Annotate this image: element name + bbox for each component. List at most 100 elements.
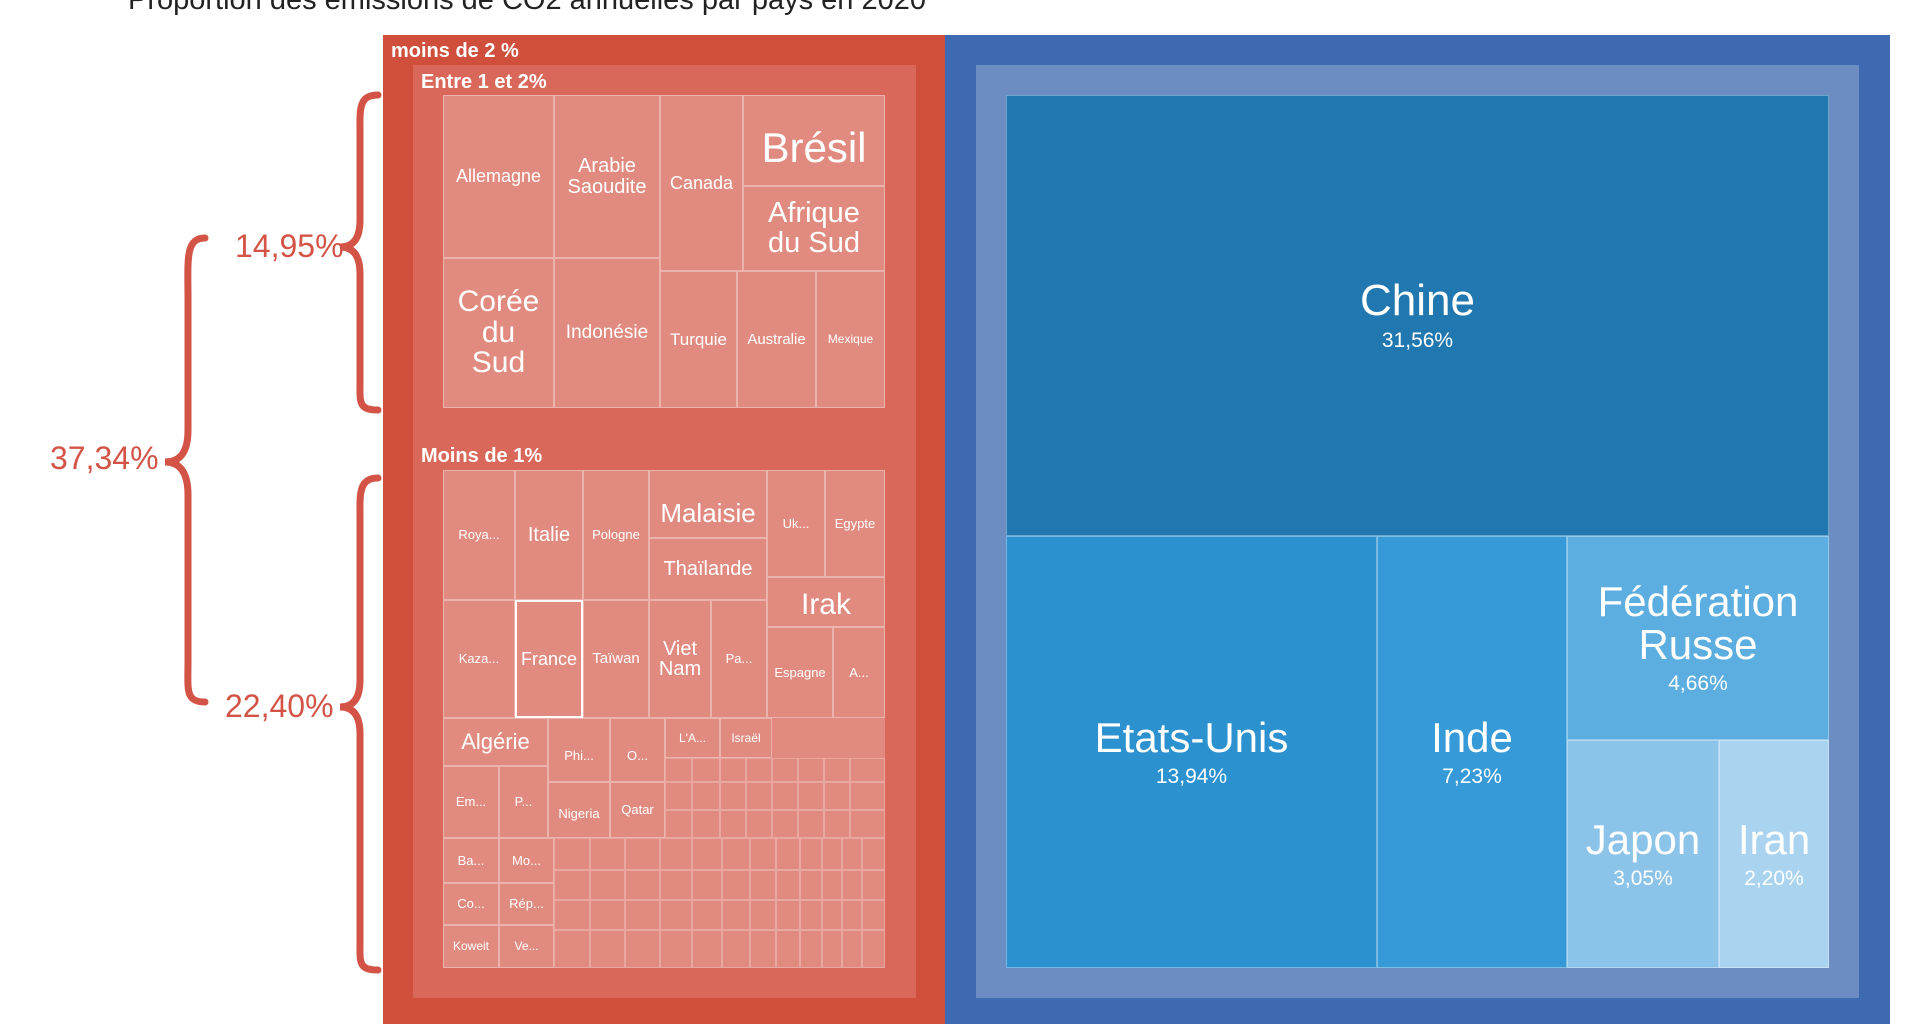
tile-unlabeled-small-country xyxy=(776,838,800,870)
tile-irak: Irak xyxy=(767,577,885,627)
tile-unlabeled-small-country xyxy=(800,930,822,968)
tile-unlabeled-small-country xyxy=(842,900,862,930)
tile-unlabeled-small-country xyxy=(776,900,800,930)
subgroup-lt1-area xyxy=(443,470,885,968)
subgroup-1-2-header: Entre 1 et 2% xyxy=(421,71,547,93)
tile-algerie: Algérie xyxy=(443,718,548,766)
tile-kaza: Kaza... xyxy=(443,600,515,718)
tile-rep: Rép... xyxy=(499,883,554,925)
annotation-group-lt1: 22,40% xyxy=(225,688,334,724)
tile-unlabeled-small-country xyxy=(692,930,722,968)
tile-mo: Mo... xyxy=(499,838,554,883)
tile-coree-du-sud: Corée du Sud xyxy=(443,258,554,408)
tile-unlabeled-small-country xyxy=(842,838,862,870)
tile-unlabeled-small-country xyxy=(746,810,772,838)
tile-unlabeled-small-country xyxy=(800,838,822,870)
tile-unlabeled-small-country xyxy=(862,900,885,930)
tile-taiwan: Taïwan xyxy=(583,600,649,718)
tile-unlabeled-small-country xyxy=(692,870,722,900)
tile-unlabeled-small-country xyxy=(554,870,590,900)
tile-pologne: Pologne xyxy=(583,470,649,600)
tile-unlabeled-small-country xyxy=(554,838,590,870)
tile-unlabeled-small-country xyxy=(625,900,660,930)
tile-a: A... xyxy=(833,627,885,718)
tile-unlabeled-small-country xyxy=(750,900,776,930)
tile-unlabeled-small-country xyxy=(798,810,824,838)
tile-unlabeled-small-country xyxy=(722,930,750,968)
tile-unlabeled-small-country xyxy=(590,930,625,968)
tile-unlabeled-small-country xyxy=(590,870,625,900)
tile-unlabeled-small-country xyxy=(665,782,692,810)
tile-unlabeled-small-country xyxy=(554,900,590,930)
tile-unlabeled-small-country xyxy=(824,758,850,782)
brace-1-2 xyxy=(339,91,382,414)
page-title: Proportion des émissions de CO2 annuelle… xyxy=(128,0,926,16)
tile-unlabeled-small-country xyxy=(720,810,746,838)
tile-unlabeled-small-country xyxy=(776,930,800,968)
subgroup-1-2-area xyxy=(443,95,885,408)
tile-malaisie: Malaisie xyxy=(649,470,767,538)
tile-unlabeled-small-country xyxy=(746,758,772,782)
tile-chine: Chine 31,56% xyxy=(1006,95,1829,536)
tile-unlabeled-small-country xyxy=(862,870,885,900)
tile-pa: Pa... xyxy=(711,600,767,718)
tile-uk: Uk... xyxy=(767,470,825,577)
tile-unlabeled-small-country xyxy=(692,782,720,810)
tile-unlabeled-small-country xyxy=(660,838,692,870)
tile-koweit: Koweit xyxy=(443,925,499,968)
tile-unlabeled-small-country xyxy=(720,782,746,810)
tile-afrique-du-sud: Afrique du Sud xyxy=(743,186,885,271)
tile-phi: Phi... xyxy=(548,718,610,782)
tile-unlabeled-small-country xyxy=(722,870,750,900)
tile-unlabeled-small-country xyxy=(862,930,885,968)
tile-unlabeled-small-country xyxy=(692,838,722,870)
tile-la: L'A... xyxy=(665,718,720,758)
tile-unlabeled-small-country xyxy=(625,870,660,900)
tile-italie: Italie xyxy=(515,470,583,600)
tile-turquie: Turquie xyxy=(660,271,737,408)
tile-australie: Australie xyxy=(737,271,816,408)
tile-qatar: Qatar xyxy=(610,782,665,838)
tile-unlabeled-small-country xyxy=(750,870,776,900)
tile-israel: Israël xyxy=(720,718,772,758)
tile-bresil: Brésil xyxy=(743,95,885,186)
tile-unlabeled-small-country xyxy=(746,782,772,810)
tile-unlabeled-small-country xyxy=(824,782,850,810)
tile-em: Em... xyxy=(443,766,499,838)
tile-p: P... xyxy=(499,766,548,838)
tile-nigeria: Nigeria xyxy=(548,782,610,838)
tile-unlabeled-small-country xyxy=(822,900,842,930)
tile-france: France xyxy=(515,600,583,718)
tile-unlabeled-small-country xyxy=(722,838,750,870)
tile-unlabeled-small-country xyxy=(665,810,692,838)
tile-unlabeled-small-country xyxy=(625,838,660,870)
tile-unlabeled-small-country xyxy=(660,930,692,968)
tile-unlabeled-small-country xyxy=(660,900,692,930)
tile-ba: Ba... xyxy=(443,838,499,883)
tile-unlabeled-small-country xyxy=(824,810,850,838)
tile-indonesie: Indonésie xyxy=(554,258,660,408)
tile-unlabeled-small-country xyxy=(692,810,720,838)
tile-allemagne: Allemagne xyxy=(443,95,554,258)
tile-egypte: Egypte xyxy=(825,470,885,577)
tile-unlabeled-small-country xyxy=(842,870,862,900)
tile-unlabeled-small-country xyxy=(776,870,800,900)
tile-roya: Roya... xyxy=(443,470,515,600)
tile-ve: Ve... xyxy=(499,925,554,968)
annotation-total-small: 37,34% xyxy=(50,440,159,476)
tile-unlabeled-small-country xyxy=(798,782,824,810)
tile-unlabeled-small-country xyxy=(660,870,692,900)
tile-iran: Iran 2,20% xyxy=(1719,740,1829,968)
tile-espagne: Espagne xyxy=(767,627,833,718)
brace-annotations xyxy=(164,91,382,974)
tile-inde: Inde 7,23% xyxy=(1377,536,1567,968)
tile-thailande: Thaïlande xyxy=(649,538,767,600)
tile-japon: Japon 3,05% xyxy=(1567,740,1719,968)
tile-etats-unis: Etats-Unis 13,94% xyxy=(1006,536,1377,968)
tile-unlabeled-small-country xyxy=(590,900,625,930)
tile-unlabeled-small-country xyxy=(800,900,822,930)
tile-mexique: Mexique xyxy=(816,271,885,408)
tile-unlabeled-small-country xyxy=(800,870,822,900)
tile-unlabeled-small-country xyxy=(850,810,885,838)
tile-unlabeled-small-country xyxy=(772,758,798,782)
